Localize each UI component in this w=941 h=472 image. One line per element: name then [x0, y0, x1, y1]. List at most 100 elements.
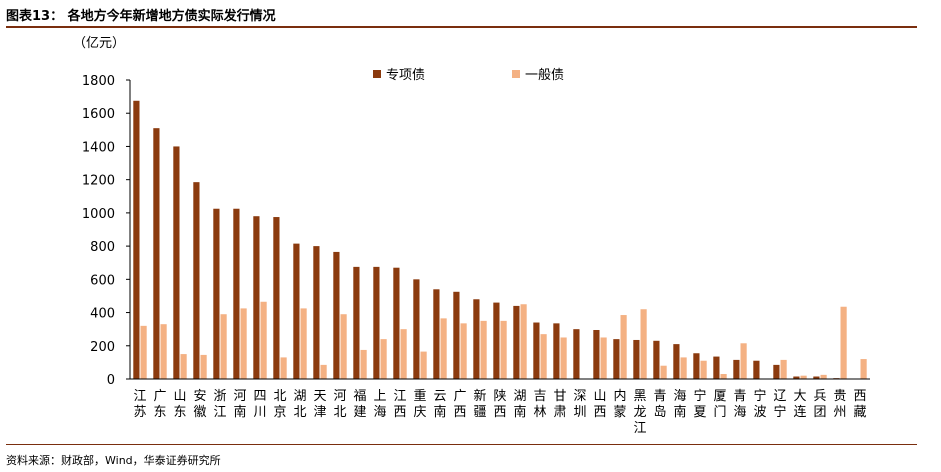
bar-general-29 [720, 374, 727, 379]
bar-special-14 [413, 279, 420, 379]
bar-special-6 [253, 216, 260, 379]
bar-general-1 [160, 324, 167, 379]
bar-special-25 [633, 339, 640, 379]
bar-special-26 [653, 340, 660, 379]
bar-general-12 [380, 339, 387, 379]
x-category-label: 辽宁 [773, 389, 786, 420]
source-note: 资料来源：财政部，Wind，华泰证券研究所 [6, 454, 221, 467]
x-category-label: 厦门 [713, 389, 726, 420]
bar-special-22 [573, 329, 580, 379]
x-category-label: 上海 [373, 389, 386, 420]
bar-special-7 [273, 217, 280, 379]
x-category-label: 宁波 [753, 388, 766, 420]
bar-general-10 [340, 314, 347, 379]
x-category-label: 河北 [333, 389, 346, 420]
x-category-label: 内蒙 [613, 388, 626, 420]
bar-general-20 [540, 334, 547, 379]
bar-special-20 [533, 322, 540, 379]
figure-title: 图表13： 各地方今年新增地方债实际发行情况 [6, 9, 276, 24]
x-category-label: 四川 [253, 389, 266, 420]
x-category-label: 海南 [673, 389, 686, 420]
bar-special-17 [473, 299, 480, 379]
y-tick-label: 200 [90, 340, 115, 355]
bar-special-11 [353, 266, 360, 379]
x-category-label: 湖南 [513, 389, 526, 420]
x-category-label: 浙江 [213, 389, 226, 420]
x-category-label: 安徽 [193, 389, 206, 420]
bar-general-33 [800, 375, 807, 379]
y-tick-label: 800 [90, 240, 115, 255]
bar-general-18 [500, 320, 507, 379]
bar-special-21 [553, 323, 560, 379]
x-category-label: 天津 [313, 389, 326, 420]
y-tick-label: 1400 [82, 140, 115, 155]
bar-special-8 [293, 243, 300, 379]
x-category-label: 云南 [433, 389, 446, 420]
bar-general-23 [600, 337, 607, 379]
bar-general-15 [440, 318, 447, 379]
x-category-label: 重庆 [413, 388, 426, 420]
y-tick-label: 1000 [82, 207, 115, 222]
bar-special-10 [333, 251, 340, 379]
bar-special-1 [153, 128, 160, 379]
bars [133, 100, 867, 379]
x-category-label: 江西 [393, 389, 406, 420]
x-category-label: 陕西 [493, 389, 506, 420]
bar-special-30 [733, 359, 740, 379]
bar-special-28 [693, 353, 700, 379]
x-axis-labels: 江苏广东山东安徽浙江河南四川北京湖北天津河北福建上海江西重庆云南广西新疆陕西湖南… [133, 388, 866, 436]
bar-special-23 [593, 329, 600, 379]
bar-special-34 [813, 376, 820, 379]
bar-general-0 [140, 325, 147, 379]
x-category-label: 青岛 [653, 389, 666, 420]
bar-special-27 [673, 344, 680, 379]
x-category-label: 黑龙江 [633, 389, 646, 436]
legend-label-general: 一般债 [525, 67, 564, 83]
bar-general-7 [280, 357, 287, 379]
y-tick-label: 1200 [82, 174, 115, 189]
bar-general-19 [520, 304, 527, 379]
bar-general-3 [200, 354, 207, 379]
bar-general-28 [700, 360, 707, 379]
bar-special-4 [213, 208, 220, 379]
bar-general-16 [460, 323, 467, 379]
x-category-label: 大连 [793, 389, 806, 420]
bar-general-11 [360, 349, 367, 379]
bar-special-13 [393, 267, 400, 379]
bar-general-5 [240, 308, 247, 379]
bar-general-30 [740, 343, 747, 379]
y-unit-label: （亿元） [73, 36, 125, 51]
bar-special-0 [133, 100, 140, 379]
bar-general-25 [640, 309, 647, 379]
x-category-label: 甘肃 [553, 389, 566, 420]
x-category-label: 河南 [233, 389, 246, 420]
bar-general-14 [420, 351, 427, 379]
bar-general-17 [480, 320, 487, 379]
bar-general-9 [320, 364, 327, 379]
x-category-label: 福建 [353, 389, 366, 420]
bar-general-24 [620, 315, 627, 379]
x-category-label: 湖北 [293, 389, 306, 420]
bar-general-27 [680, 357, 687, 379]
bar-general-36 [860, 359, 867, 379]
x-category-label: 西藏 [853, 389, 866, 420]
bar-special-33 [793, 376, 800, 379]
bar-special-32 [773, 364, 780, 379]
x-category-label: 山东 [173, 389, 186, 420]
bar-general-13 [400, 329, 407, 379]
bar-special-19 [513, 305, 520, 379]
bar-special-24 [613, 339, 620, 379]
x-category-label: 广西 [453, 389, 466, 420]
bar-general-32 [780, 359, 787, 379]
bar-special-12 [373, 266, 380, 379]
bar-general-4 [220, 314, 227, 379]
legend-label-special: 专项债 [386, 68, 425, 83]
bar-general-2 [180, 354, 187, 379]
y-tick-label: 1800 [82, 74, 115, 89]
bar-general-21 [560, 337, 567, 379]
bar-special-9 [313, 246, 320, 379]
legend: 专项债 一般债 [373, 67, 564, 83]
x-category-label: 新疆 [473, 388, 486, 420]
y-tick-label: 400 [90, 307, 115, 322]
bar-general-26 [660, 365, 667, 379]
